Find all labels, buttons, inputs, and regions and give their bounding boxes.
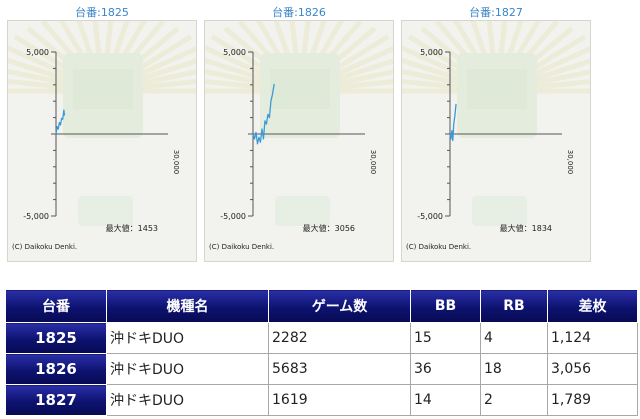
bb-cell: 14 xyxy=(410,384,481,416)
copyright-text: (C) Daikoku Denki. xyxy=(209,243,274,251)
header-cell: ゲーム数 xyxy=(268,289,411,323)
slump-graph: 5,000 -5,000 30,000 最大値：3056 (C) Daikoku Den… xyxy=(205,21,393,251)
background-art xyxy=(205,21,393,226)
machine-number-cell[interactable]: 1825 xyxy=(5,322,107,354)
y-tick-label: 5,000 xyxy=(420,48,443,57)
graph-title[interactable]: 台番:1826 xyxy=(272,6,326,19)
series-line xyxy=(252,83,275,145)
header-cell: 機種名 xyxy=(106,289,269,323)
difference-cell: 1,124 xyxy=(547,322,638,354)
table-row: 1825 沖ドキDUO 2282 15 4 1,124 xyxy=(5,322,638,354)
copyright-text: (C) Daikoku Denki. xyxy=(12,243,77,251)
slump-graph: 5,000 -5,000 30,000 最大値：1834 (C) Daikoku Den… xyxy=(402,21,590,251)
game-count-cell: 5683 xyxy=(268,353,411,385)
background-art xyxy=(8,21,196,226)
graph-panel-1826: 台番:1826 5,000 -5,000 30,000 最大値：3056 (C) Dai… xyxy=(204,0,394,262)
y-tick-label: -5,000 xyxy=(417,212,443,221)
y-tick-label: 5,000 xyxy=(26,48,49,57)
max-value-label: 最大値：1453 xyxy=(106,223,158,233)
graph-panel-1825: 台番:1825 5,000 -5,000 30,000 最大値：1453 (C) Dai… xyxy=(7,0,197,262)
machine-number-cell[interactable]: 1827 xyxy=(5,384,107,416)
max-value-label: 最大値：1834 xyxy=(500,223,552,233)
header-cell: BB xyxy=(410,289,481,323)
header-cell: 差枚 xyxy=(547,289,638,323)
max-value-label: 最大値：3056 xyxy=(303,223,355,233)
y-tick-label: -5,000 xyxy=(23,212,49,221)
series-line xyxy=(449,103,457,142)
x-tick-label: 30,000 xyxy=(369,150,377,175)
table-row: 1826 沖ドキDUO 5683 36 18 3,056 xyxy=(5,353,638,385)
table-header-row: 台番 機種名 ゲーム数 BB RB 差枚 xyxy=(5,289,638,323)
y-tick-label: 5,000 xyxy=(223,48,246,57)
rb-cell: 2 xyxy=(480,384,548,416)
header-cell: 台番 xyxy=(5,289,107,323)
game-count-cell: 2282 xyxy=(268,322,411,354)
header-cell: RB xyxy=(480,289,548,323)
y-tick-label: -5,000 xyxy=(220,212,246,221)
model-name-cell: 沖ドキDUO xyxy=(106,322,269,354)
machine-data-table: 台番 機種名 ゲーム数 BB RB 差枚 1825 沖ドキDUO 2282 15… xyxy=(5,289,638,416)
table-row: 1827 沖ドキDUO 1619 14 2 1,789 xyxy=(5,384,638,416)
graph-title[interactable]: 台番:1827 xyxy=(469,6,523,19)
copyright-text: (C) Daikoku Denki. xyxy=(406,243,471,251)
bb-cell: 15 xyxy=(410,322,481,354)
model-name-cell: 沖ドキDUO xyxy=(106,384,269,416)
difference-cell: 1,789 xyxy=(547,384,638,416)
graph-frame: 5,000 -5,000 30,000 最大値：1834 (C) Daikoku Den… xyxy=(401,20,591,262)
x-tick-label: 30,000 xyxy=(172,150,180,175)
graph-title[interactable]: 台番:1825 xyxy=(75,6,129,19)
model-name-cell: 沖ドキDUO xyxy=(106,353,269,385)
machine-number-cell[interactable]: 1826 xyxy=(5,353,107,385)
game-count-cell: 1619 xyxy=(268,384,411,416)
difference-cell: 3,056 xyxy=(547,353,638,385)
graph-frame: 5,000 -5,000 30,000 最大値：1453 (C) Daikoku Den… xyxy=(7,20,197,262)
slump-graph: 5,000 -5,000 30,000 最大値：1453 (C) Daikoku Den… xyxy=(8,21,196,251)
rb-cell: 18 xyxy=(480,353,548,385)
series-line xyxy=(55,109,66,135)
bb-cell: 36 xyxy=(410,353,481,385)
graph-frame: 5,000 -5,000 30,000 最大値：3056 (C) Daikoku Den… xyxy=(204,20,394,262)
rb-cell: 4 xyxy=(480,322,548,354)
x-tick-label: 30,000 xyxy=(566,150,574,175)
graph-panel-1827: 台番:1827 5,000 -5,000 30,000 最大値：1834 (C) Dai… xyxy=(401,0,591,262)
